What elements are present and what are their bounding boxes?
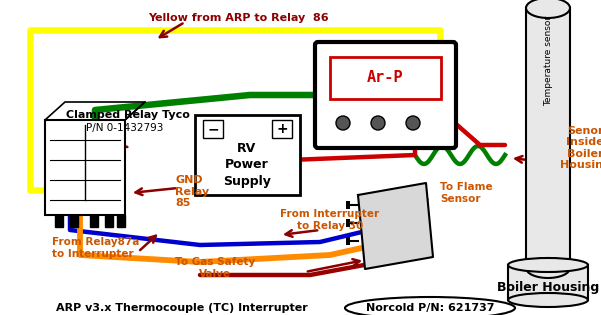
- Text: Yellow from ARP to Relay  86: Yellow from ARP to Relay 86: [148, 13, 328, 23]
- Bar: [55, 215, 63, 227]
- Bar: [346, 201, 350, 209]
- Text: From Interrupter
to Relay 30: From Interrupter to Relay 30: [281, 209, 380, 231]
- Text: To Flame
Sensor: To Flame Sensor: [440, 182, 493, 204]
- Text: From Relay87a
to Interrupter: From Relay87a to Interrupter: [52, 237, 139, 259]
- Ellipse shape: [345, 297, 515, 315]
- Polygon shape: [358, 183, 433, 269]
- Bar: [526, 8, 570, 268]
- FancyBboxPatch shape: [272, 120, 292, 138]
- Ellipse shape: [526, 0, 570, 18]
- FancyBboxPatch shape: [45, 120, 125, 215]
- Text: +: +: [276, 122, 288, 136]
- Text: RV
Power
Supply: RV Power Supply: [223, 142, 271, 187]
- Text: To Gas Safety
Valve: To Gas Safety Valve: [175, 257, 255, 279]
- Text: Boiler Housing: Boiler Housing: [497, 282, 599, 295]
- Text: ARP v3.x Thermocouple (TC) Interrupter: ARP v3.x Thermocouple (TC) Interrupter: [56, 303, 308, 313]
- FancyBboxPatch shape: [203, 120, 223, 138]
- Bar: [117, 215, 125, 227]
- Text: Clamped Relay Tyco: Clamped Relay Tyco: [66, 110, 190, 120]
- Bar: [105, 215, 113, 227]
- Bar: [70, 215, 78, 227]
- FancyBboxPatch shape: [315, 42, 456, 148]
- Ellipse shape: [508, 258, 588, 272]
- Text: Norcold P/N: 621737: Norcold P/N: 621737: [366, 303, 494, 313]
- Ellipse shape: [526, 258, 570, 278]
- Text: Ar-P: Ar-P: [367, 71, 403, 85]
- Text: −: −: [207, 122, 219, 136]
- Circle shape: [406, 116, 420, 130]
- Bar: [346, 219, 350, 227]
- FancyBboxPatch shape: [195, 115, 300, 195]
- Bar: [346, 237, 350, 245]
- Circle shape: [371, 116, 385, 130]
- Bar: [90, 215, 98, 227]
- Text: Senor
Inside
Boiler
Housing: Senor Inside Boiler Housing: [560, 126, 601, 170]
- Text: GND
Relay
85: GND Relay 85: [175, 175, 209, 208]
- Text: P/N 0-1432793: P/N 0-1432793: [87, 123, 163, 133]
- Ellipse shape: [508, 293, 588, 307]
- Circle shape: [336, 116, 350, 130]
- Bar: [508, 265, 588, 300]
- FancyBboxPatch shape: [330, 57, 441, 99]
- Text: Temperature sensor: Temperature sensor: [545, 16, 554, 106]
